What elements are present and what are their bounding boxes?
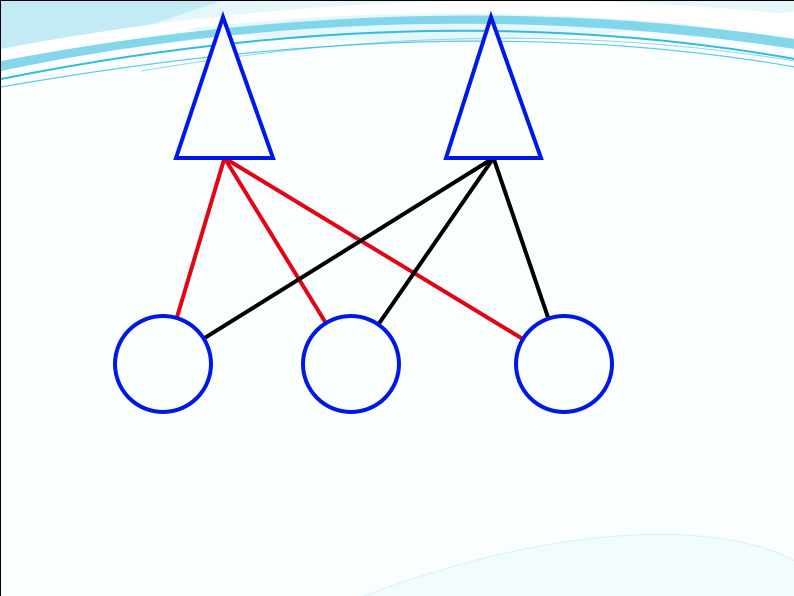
diagram-svg [1, 1, 794, 596]
circle-C2 [303, 316, 399, 412]
circle-C3 [516, 316, 612, 412]
circle-C1 [115, 316, 211, 412]
circles [115, 316, 612, 412]
slide-canvas [0, 0, 794, 596]
